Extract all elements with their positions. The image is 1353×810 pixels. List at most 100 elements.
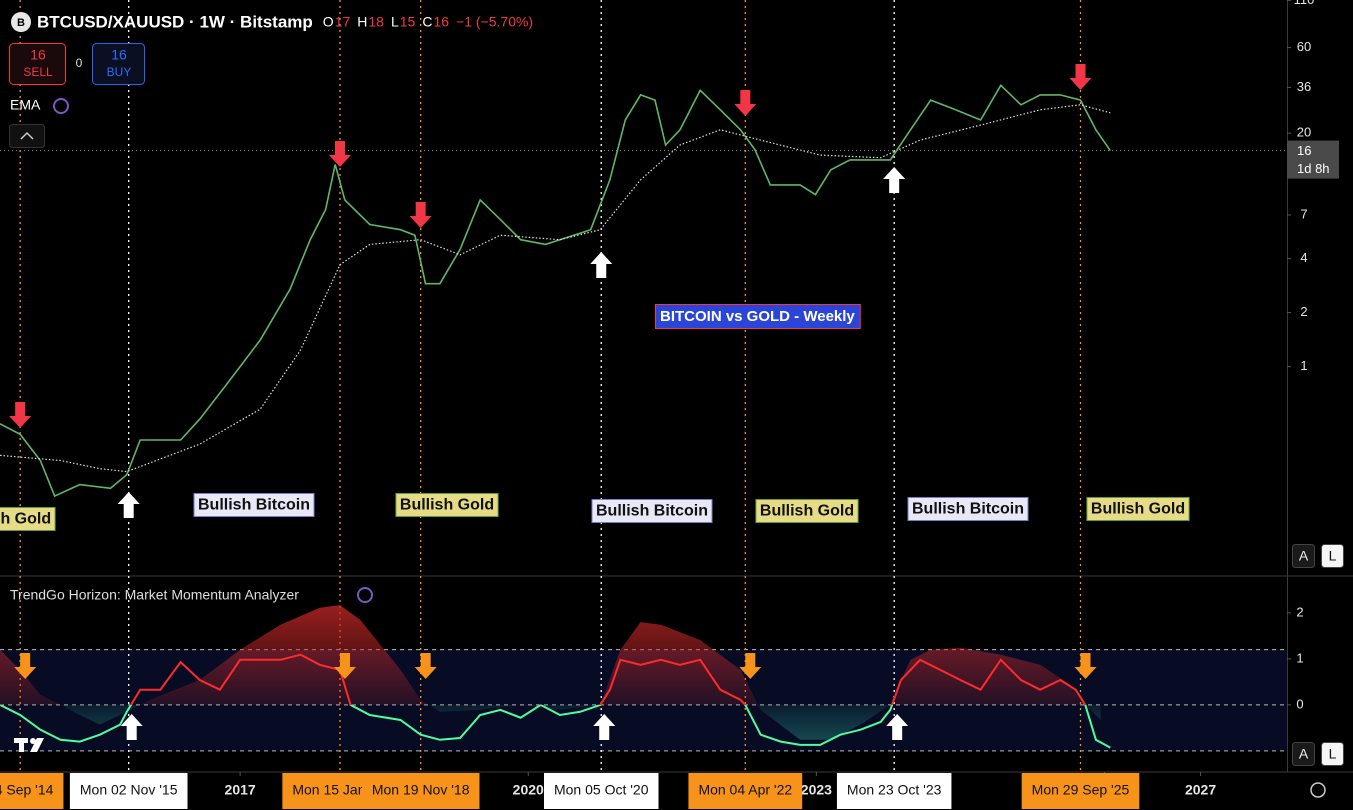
x-tick-label: 2027 xyxy=(1185,782,1216,798)
ui: B BTCUSD/XAUUSD · 1W · Bitstamp 16 SELL … xyxy=(9,12,1326,798)
ema-label: EMA xyxy=(10,97,41,113)
symbol-logo xyxy=(11,12,31,32)
scale-button-label: A xyxy=(1299,746,1309,762)
annotation-box xyxy=(591,499,713,523)
sell-price: 16 xyxy=(30,47,46,63)
signal-date: Mon 29 Sep '25 xyxy=(1032,782,1130,798)
momentum-line xyxy=(0,653,1111,749)
ohlc-value: 16 xyxy=(433,14,449,30)
symbol-logo-glyph: B xyxy=(17,17,25,29)
buy-arrow xyxy=(590,252,613,278)
y-tick-label: 20 xyxy=(1297,125,1311,140)
annotation-box xyxy=(193,493,315,517)
momentum-area xyxy=(0,605,1101,740)
signal-date-box xyxy=(836,773,952,809)
signal-date-box xyxy=(69,773,188,809)
ohlc-value: 15 xyxy=(400,14,416,30)
headline: BITCOIN vs GOLD - Weekly xyxy=(660,308,855,325)
annotation-box xyxy=(907,497,1029,521)
symbol-title: BTCUSD/XAUUSD · 1W · Bitstamp xyxy=(37,12,313,31)
annotation-box xyxy=(395,493,499,517)
last-price-box xyxy=(1287,140,1339,179)
signal-date: 14 Sep '14 xyxy=(0,782,54,798)
collapse-button[interactable] xyxy=(9,124,45,148)
annotation: Bullish Gold xyxy=(1091,501,1185,518)
annotation: Bullish Gold xyxy=(760,503,854,520)
y-tick-label: 36 xyxy=(1297,79,1311,94)
sell-arrow xyxy=(328,141,351,167)
buy-label: BUY xyxy=(107,65,132,79)
signal-date: Mon 04 Apr '22 xyxy=(698,782,792,798)
osc-icon[interactable] xyxy=(357,587,373,603)
x-tick-label: 2020 xyxy=(513,782,544,798)
logo-part xyxy=(30,738,44,752)
signal-date: Mon 05 Oct '20 xyxy=(554,782,649,798)
sell-arrow xyxy=(14,653,37,679)
y-tick-label: 1 xyxy=(1296,650,1303,665)
ema-icon[interactable] xyxy=(53,98,69,114)
x-tick-label: 2017 xyxy=(225,782,256,798)
sell-button[interactable] xyxy=(9,43,66,85)
signal-date: Mon 02 Nov '15 xyxy=(80,782,178,798)
y-tick-label: 0 xyxy=(1296,696,1303,711)
sell-arrow xyxy=(739,653,762,679)
ohlc-label: O xyxy=(323,14,334,30)
ohlc-value: 17 xyxy=(335,14,351,30)
annotation: Bullish Bitcoin xyxy=(198,497,310,514)
annotation: Bullish Bitcoin xyxy=(912,501,1024,518)
scale-button[interactable] xyxy=(1321,544,1344,568)
osc-pane xyxy=(0,605,1111,749)
main-pane: BITCOIN vs GOLD - Weekly Bullish Gold Bull… xyxy=(0,64,1287,531)
y-tick-label: 1 xyxy=(1300,358,1307,373)
y-tick-label: 60 xyxy=(1297,39,1311,54)
scale-button-label: L xyxy=(1329,746,1337,762)
sell-arrow xyxy=(1074,653,1097,679)
annotation: Bullish Gold xyxy=(0,511,51,528)
logo-part xyxy=(30,738,36,744)
scale-button-label: L xyxy=(1329,548,1337,564)
annotation-box xyxy=(0,507,56,531)
logo-part xyxy=(19,738,24,752)
buy-arrow xyxy=(886,714,909,740)
signal-date-box xyxy=(361,773,480,809)
scale-button[interactable] xyxy=(1292,742,1315,766)
sell-arrow xyxy=(414,653,437,679)
change: −1 (−5.70%) xyxy=(456,14,533,30)
last-price: 16 xyxy=(1297,143,1311,158)
tv-logo xyxy=(14,738,44,752)
y-tick-label: 2 xyxy=(1300,304,1307,319)
ohlc-label: L xyxy=(391,14,399,30)
headline-box xyxy=(655,304,861,329)
sell-label: SELL xyxy=(23,65,53,79)
sell-arrow xyxy=(9,402,32,428)
ohlc-label: H xyxy=(357,14,367,30)
ohlc-label: C xyxy=(422,14,432,30)
collapse-icon xyxy=(20,131,34,140)
signal-date-box xyxy=(688,773,803,809)
buy-button[interactable] xyxy=(92,43,145,85)
annotation: Bullish Gold xyxy=(400,497,494,514)
scale-button-label: A xyxy=(1299,548,1309,564)
signal-date-box xyxy=(1021,773,1140,809)
signal-date: Mon 19 Nov '18 xyxy=(372,782,470,798)
sell-arrow xyxy=(734,90,757,116)
annotation-box xyxy=(1086,497,1190,521)
y-tick-label: 4 xyxy=(1300,250,1307,265)
spread: 0 xyxy=(76,56,83,70)
countdown: 1d 8h xyxy=(1297,161,1330,176)
buy-arrow xyxy=(883,167,906,193)
sell-arrow xyxy=(333,653,356,679)
scale-button[interactable] xyxy=(1321,742,1344,766)
buy-arrow xyxy=(593,714,616,740)
y-tick-label: 7 xyxy=(1300,206,1307,221)
signal-date: Mon 23 Oct '23 xyxy=(847,782,942,798)
scale-button[interactable] xyxy=(1292,544,1315,568)
sell-arrow xyxy=(409,202,432,228)
y-tick-label: 110 xyxy=(1294,0,1315,7)
buy-arrow xyxy=(120,714,143,740)
annotation-box xyxy=(755,499,859,523)
settings-icon[interactable] xyxy=(1310,782,1326,798)
